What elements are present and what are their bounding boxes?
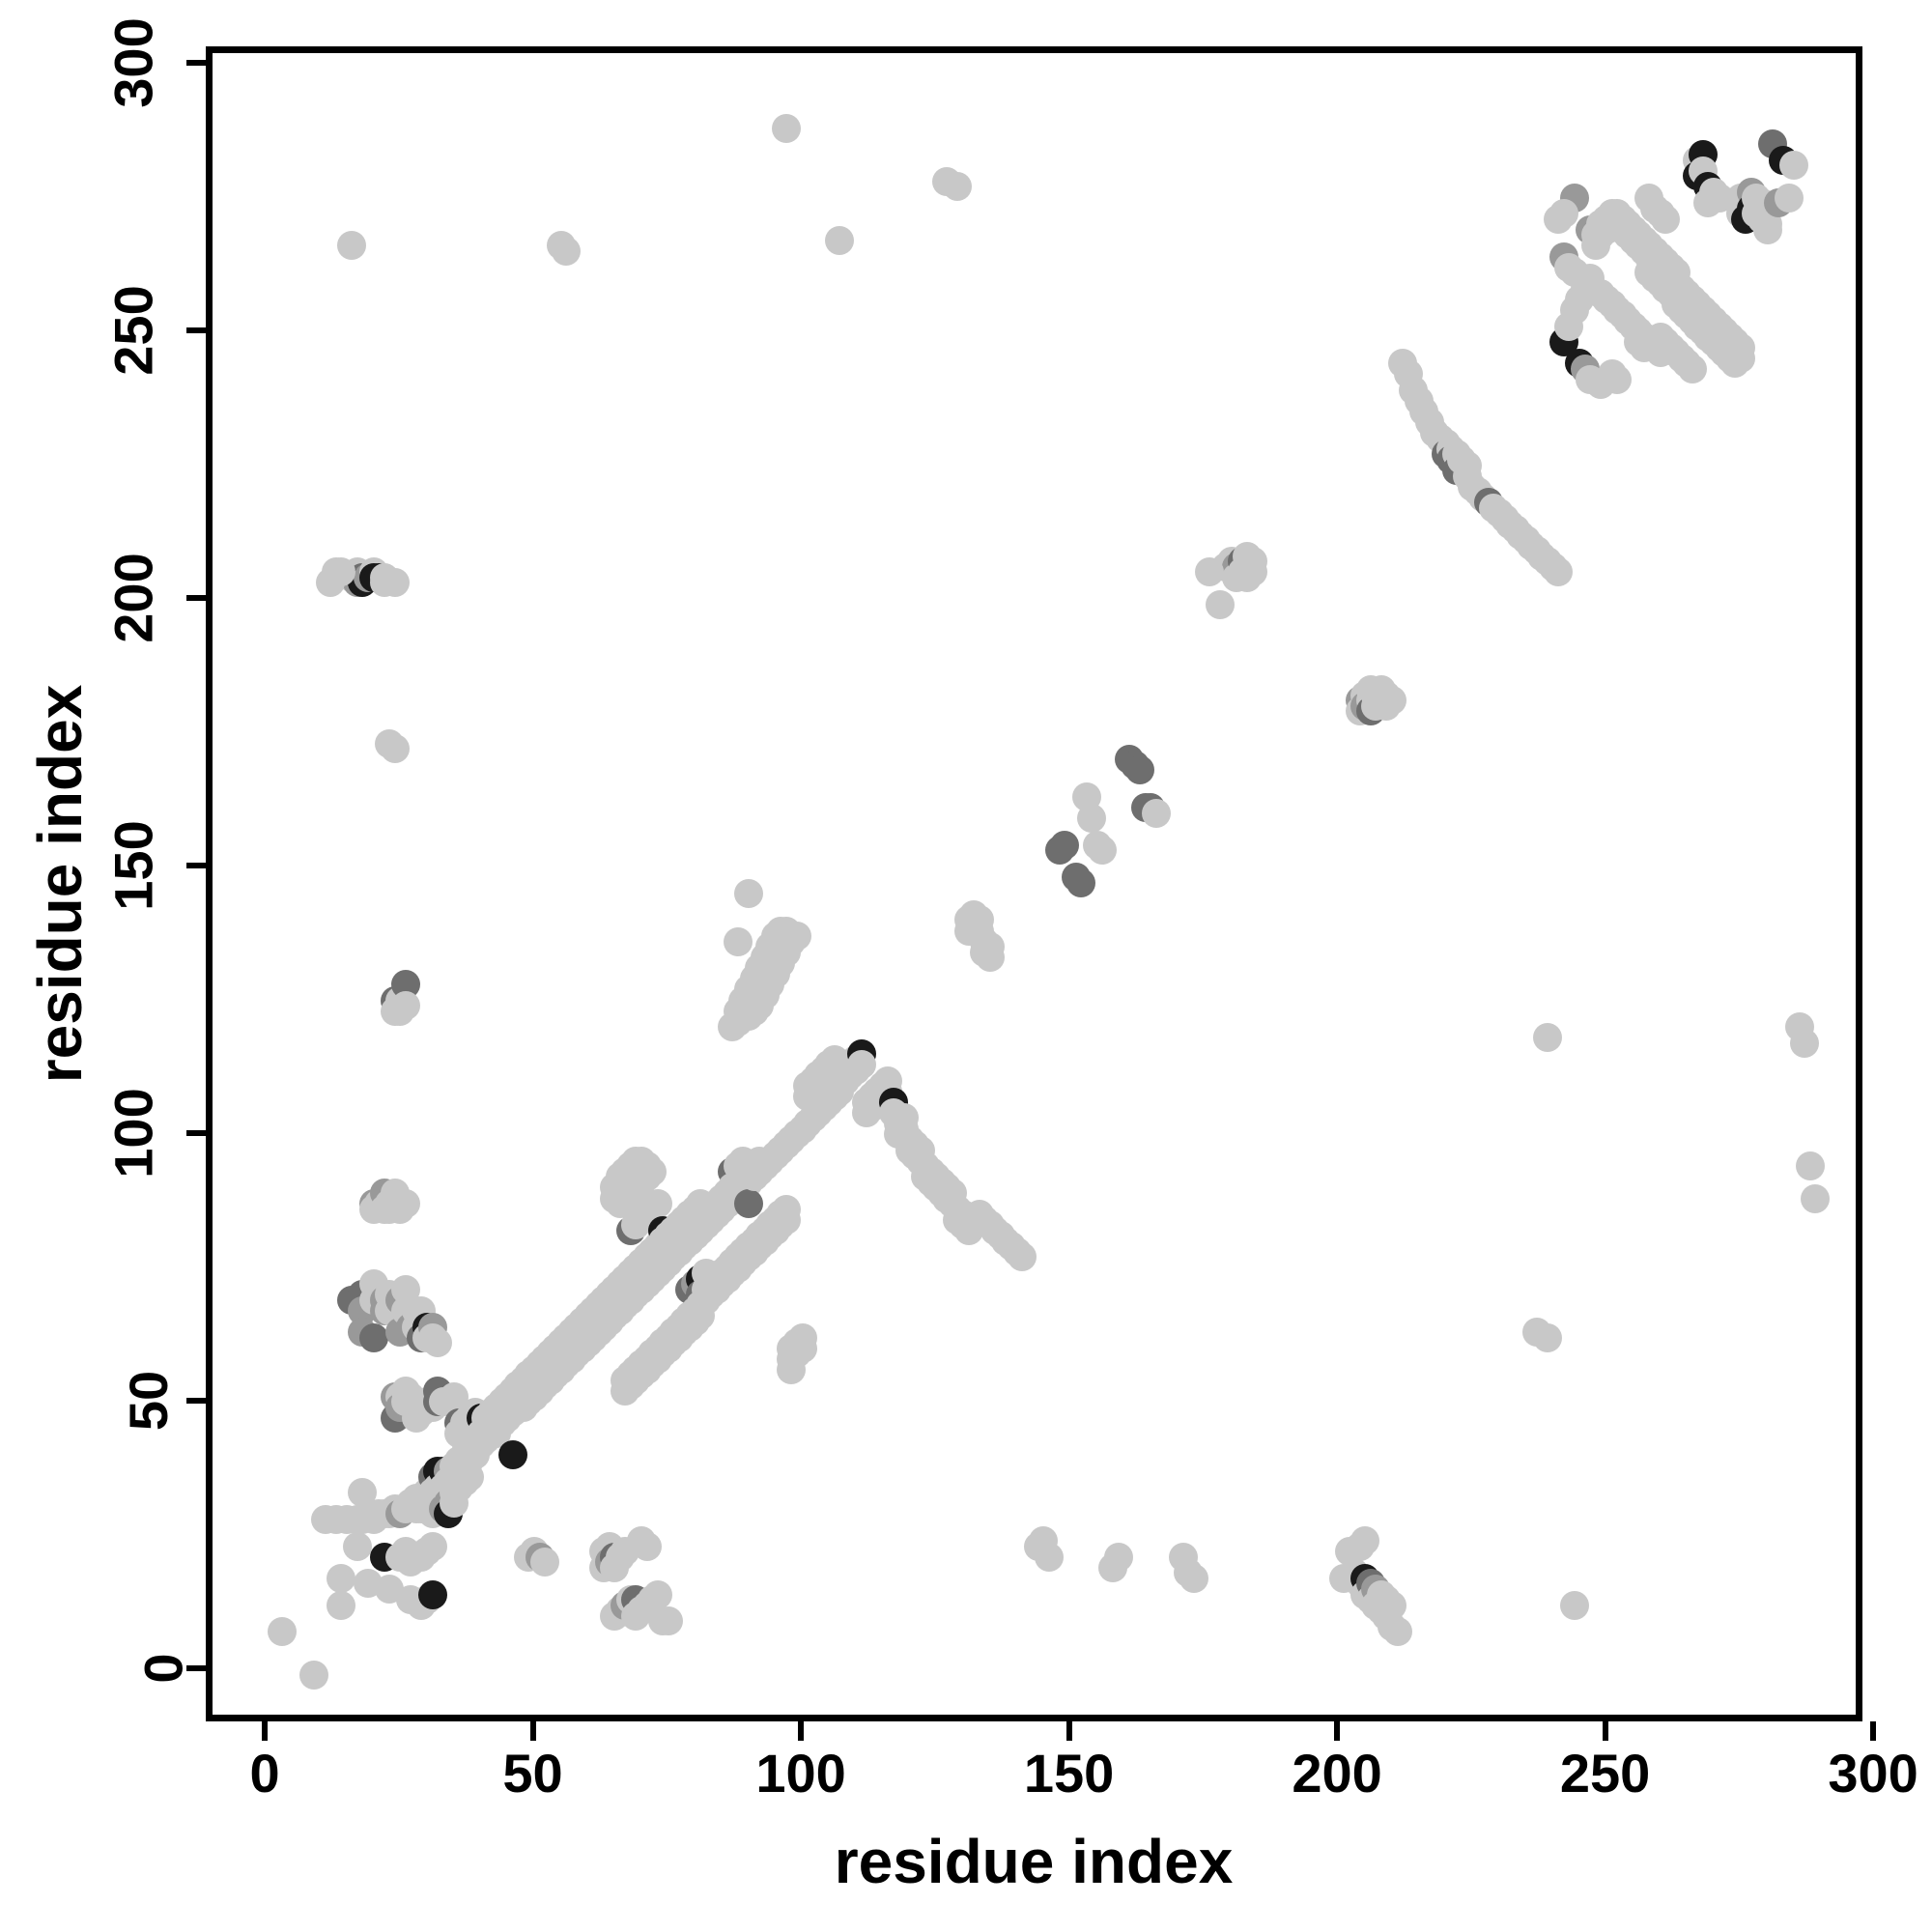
scatter-point: [390, 1189, 420, 1219]
scatter-point: [1651, 204, 1681, 234]
scatter-point: [423, 1328, 453, 1358]
scatter-point: [327, 1590, 356, 1620]
y-tick-label: 200: [102, 552, 164, 643]
y-tick-label: 100: [102, 1087, 164, 1179]
scatter-point: [1382, 1617, 1412, 1647]
scatter-point: [638, 1156, 668, 1186]
scatter-point: [1088, 836, 1118, 866]
scatter-point: [642, 1189, 672, 1219]
x-tick-label: 150: [1023, 1743, 1115, 1804]
x-tick-mark: [529, 1721, 536, 1741]
x-tick-label: 250: [1559, 1743, 1651, 1804]
y-tick-label: 300: [102, 16, 164, 108]
y-axis-title: residue index: [25, 684, 95, 1084]
scatter-point: [417, 1531, 447, 1561]
x-tick-label: 300: [1828, 1743, 1918, 1804]
x-tick-label: 50: [502, 1743, 563, 1804]
x-tick-mark: [1602, 1721, 1608, 1741]
scatter-point: [1008, 1242, 1037, 1272]
scatter-point: [1801, 1183, 1831, 1213]
scatter-point: [846, 1050, 876, 1080]
scatter-point: [1548, 199, 1578, 229]
x-tick-mark: [798, 1721, 805, 1741]
scatter-point: [390, 991, 420, 1021]
scatter-point: [653, 1606, 683, 1636]
scatter-point: [299, 1660, 329, 1690]
scatter-point: [943, 172, 973, 202]
y-tick-mark: [186, 1129, 206, 1136]
scatter-point: [327, 557, 356, 587]
scatter-point: [781, 922, 811, 952]
scatter-point: [771, 1205, 801, 1235]
scatter-point: [642, 1579, 672, 1609]
x-tick-label: 200: [1292, 1743, 1382, 1804]
y-tick-mark: [186, 59, 206, 66]
x-tick-mark: [1870, 1721, 1877, 1741]
scatter-point: [380, 734, 410, 764]
scatter-point: [1378, 686, 1407, 716]
scatter-point: [1603, 364, 1633, 394]
scatter-point: [734, 878, 764, 908]
scatter-point: [1544, 557, 1574, 587]
plot-area: [206, 46, 1862, 1721]
scatter-point: [1559, 258, 1589, 288]
scatter-point: [1725, 343, 1755, 373]
x-tick-label: 0: [249, 1743, 280, 1804]
scatter-point: [1779, 151, 1809, 181]
scatter-point: [1034, 1542, 1064, 1572]
scatter-point: [1141, 798, 1171, 828]
scatter-point: [1050, 830, 1080, 860]
scatter-point: [734, 1189, 764, 1219]
scatter-point: [632, 1531, 662, 1561]
y-tick-label: 250: [102, 284, 164, 376]
scatter-point: [380, 568, 410, 598]
scatter-point: [1790, 1028, 1820, 1058]
scatter-point: [1345, 1531, 1375, 1561]
scatter-point: [1532, 1322, 1562, 1352]
y-tick-label: 150: [102, 819, 164, 911]
y-tick-mark: [186, 1397, 206, 1404]
x-tick-label: 100: [755, 1743, 846, 1804]
scatter-points-layer: [213, 53, 1856, 1715]
scatter-point: [771, 113, 801, 143]
scatter-point: [723, 926, 753, 956]
scatter-point: [1103, 1542, 1133, 1572]
scatter-point: [1179, 1563, 1208, 1593]
x-tick-mark: [262, 1721, 269, 1741]
scatter-point: [1795, 1151, 1825, 1181]
scatter-point: [552, 236, 582, 266]
y-tick-mark: [186, 327, 206, 333]
scatter-point: [337, 231, 367, 261]
scatter-point: [1559, 1590, 1589, 1620]
scatter-point: [417, 1579, 447, 1609]
scatter-point: [327, 1563, 356, 1593]
scatter-point: [358, 1322, 388, 1352]
scatter-point: [1532, 1023, 1562, 1053]
scatter-point: [342, 1531, 372, 1561]
x-tick-mark: [1065, 1721, 1072, 1741]
scatter-point: [1774, 183, 1804, 213]
scatter-point: [1195, 557, 1225, 587]
scatter-point: [530, 1548, 560, 1577]
scatter-point: [1125, 755, 1155, 785]
scatter-point: [497, 1440, 527, 1470]
scatter-point: [1237, 557, 1267, 587]
scatter-point: [975, 943, 1005, 973]
scatter-point: [1066, 867, 1096, 897]
y-tick-mark: [186, 594, 206, 601]
x-axis-title: residue index: [834, 1827, 1234, 1896]
scatter-point: [825, 225, 855, 255]
scatter-point: [1206, 589, 1236, 619]
scatter-point: [1077, 804, 1107, 834]
scatter-point: [268, 1617, 298, 1647]
x-tick-mark: [1334, 1721, 1341, 1741]
y-tick-mark: [186, 862, 206, 868]
y-tick-label: 50: [117, 1370, 179, 1431]
scatter-point: [1677, 354, 1707, 384]
y-tick-label: 0: [132, 1653, 194, 1684]
scatter-point: [1752, 214, 1782, 244]
scatter-point: [787, 1333, 817, 1363]
